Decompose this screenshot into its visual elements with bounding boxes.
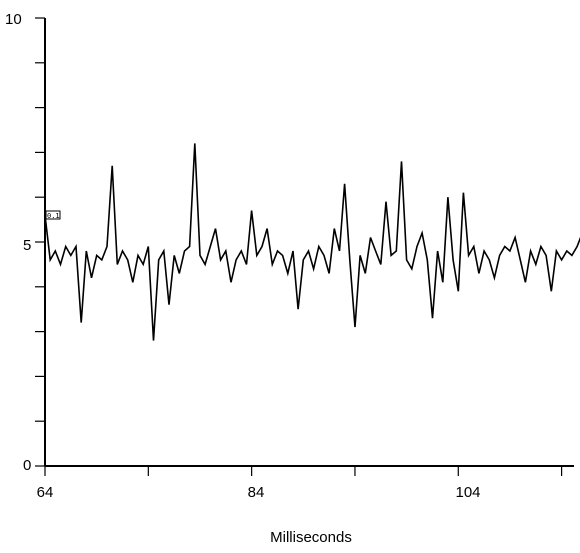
x-axis-ticks (44, 466, 563, 476)
mark-label: 0.1 (47, 212, 60, 220)
y-tick-label-10: 10 (5, 11, 22, 28)
mark-label-box (45, 210, 61, 220)
y-tick-label-0: 0 (23, 457, 31, 474)
axes (44, 18, 574, 467)
x-tick-label-84: 84 (248, 484, 265, 501)
series-line (44, 143, 580, 341)
x-tick-label-64: 64 (37, 484, 54, 501)
y-tick-label-5: 5 (23, 237, 31, 254)
y-axis-ticks (35, 17, 45, 467)
x-tick-label-104: 104 (455, 484, 480, 501)
x-axis-title: Milliseconds (270, 529, 352, 546)
